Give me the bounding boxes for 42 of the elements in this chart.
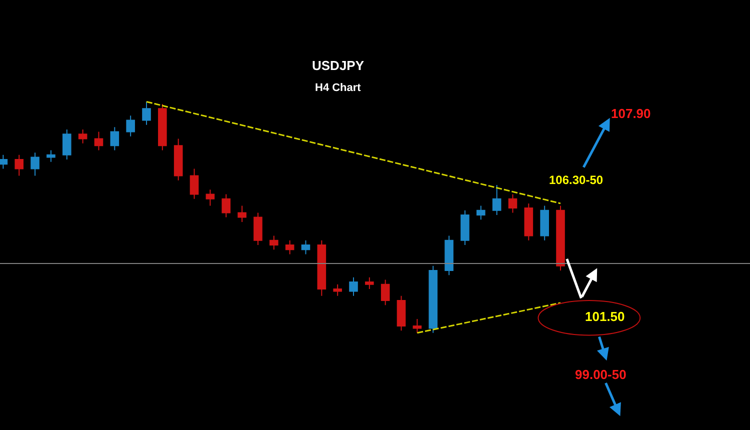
candlestick	[301, 240, 310, 255]
candlestick	[365, 276, 374, 290]
candlestick	[492, 184, 502, 216]
candlestick	[78, 128, 88, 144]
candlestick	[349, 276, 358, 296]
candlestick	[556, 205, 565, 271]
candlestick	[46, 150, 56, 162]
candlestick	[190, 168, 199, 200]
candlestick	[126, 115, 135, 137]
candlestick	[94, 131, 104, 151]
chart-subtitle: H4 Chart	[315, 82, 362, 94]
candlestick	[174, 138, 183, 181]
text: 107.90	[611, 106, 651, 121]
text: 101.50	[585, 309, 625, 324]
candlestick	[333, 284, 342, 296]
annotation: 106.30-50	[549, 173, 604, 187]
candlestick	[460, 210, 470, 246]
text: 99.00-50	[575, 367, 626, 382]
candlestick	[206, 189, 215, 206]
candlestick	[476, 205, 486, 220]
candlestick	[285, 240, 294, 255]
candlestick	[142, 101, 151, 126]
candlestick	[269, 235, 278, 250]
candlestick	[158, 104, 167, 151]
candlestick	[317, 240, 326, 296]
candlestick	[380, 279, 390, 306]
candlestick	[412, 318, 422, 334]
candlestick	[444, 235, 454, 276]
candlestick	[14, 154, 24, 176]
candlestick	[508, 194, 518, 214]
candlestick	[0, 154, 8, 170]
candlestick	[254, 212, 262, 246]
candlestick	[428, 265, 438, 334]
candlestick	[30, 152, 40, 176]
candlestick	[396, 295, 406, 332]
candlestick	[524, 202, 534, 241]
candlestick	[238, 205, 246, 222]
chart-title: USDJPY	[312, 58, 364, 73]
candlestick	[540, 205, 549, 241]
candlestick	[110, 126, 120, 151]
candlestick	[62, 128, 72, 160]
candlestick	[222, 194, 231, 218]
